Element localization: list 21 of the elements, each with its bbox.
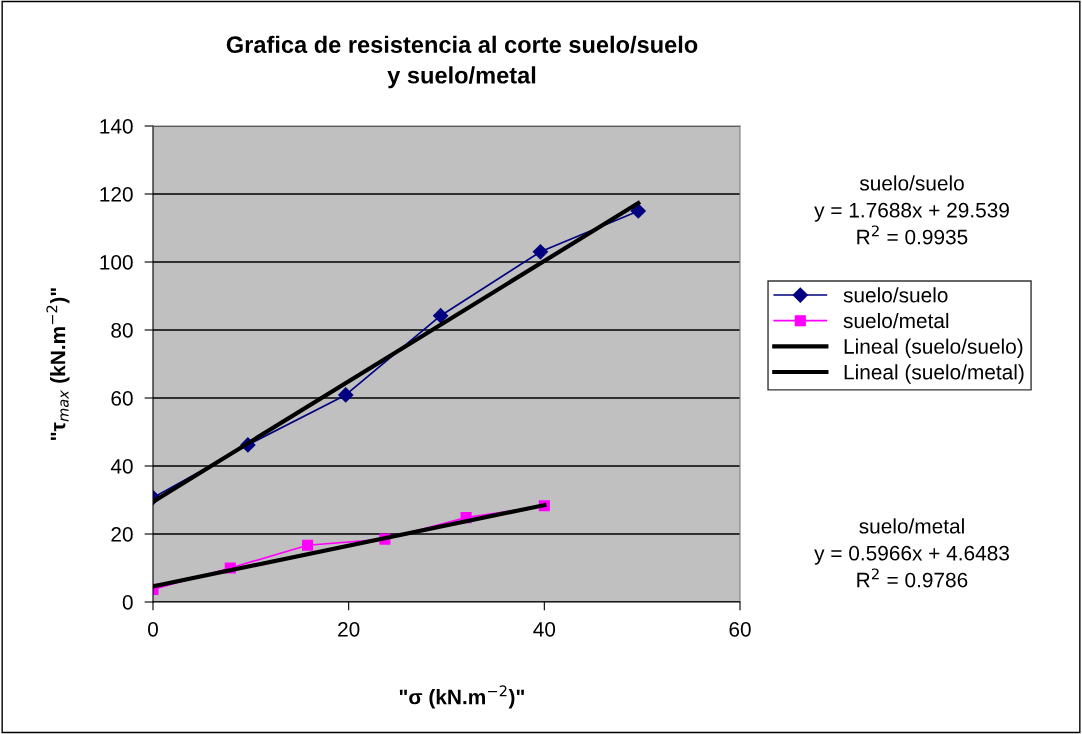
legend-label: Lineal (suelo/suelo) (844, 338, 1023, 358)
legend-label: Lineal (suelo/metal) (844, 364, 1024, 384)
legend-label: suelo/suelo (843, 287, 948, 303)
text: suelo/metal y = 0.5966x + 4.6483 R$^{2}$ = 0.9786 (814, 518, 1009, 588)
x-tick-label: 0 (148, 621, 158, 637)
x-axis-title: "σ (kN.m$^{−2}$)" (399, 685, 524, 709)
text: suelo/suelo y = 1.7688x + 29.539 R$^{2}$ = 0.9935 (814, 175, 1009, 245)
y-tick-label: 80 (111, 323, 133, 338)
x-tick-label: 40 (533, 621, 556, 637)
x-tick-label: 60 (729, 621, 751, 637)
y-axis-title: "τ$_{max}$ (kN.m$^{−2}$)" (46, 288, 70, 440)
y-tick-label: 0 (122, 595, 133, 610)
y-tick-label: 100 (100, 255, 133, 270)
y-tick-label: 40 (110, 459, 133, 474)
chart-title: Grafica de resistencia al corte suelo/suelo y suelo/metal (226, 35, 698, 89)
y-tick-label: 120 (100, 187, 133, 202)
y-tick-label: 20 (111, 527, 133, 542)
y-tick-label: 60 (111, 391, 133, 406)
y-tick-label: 140 (100, 119, 133, 134)
legend-label: suelo/metal (843, 312, 949, 329)
x-tick-label: 20 (338, 621, 360, 637)
